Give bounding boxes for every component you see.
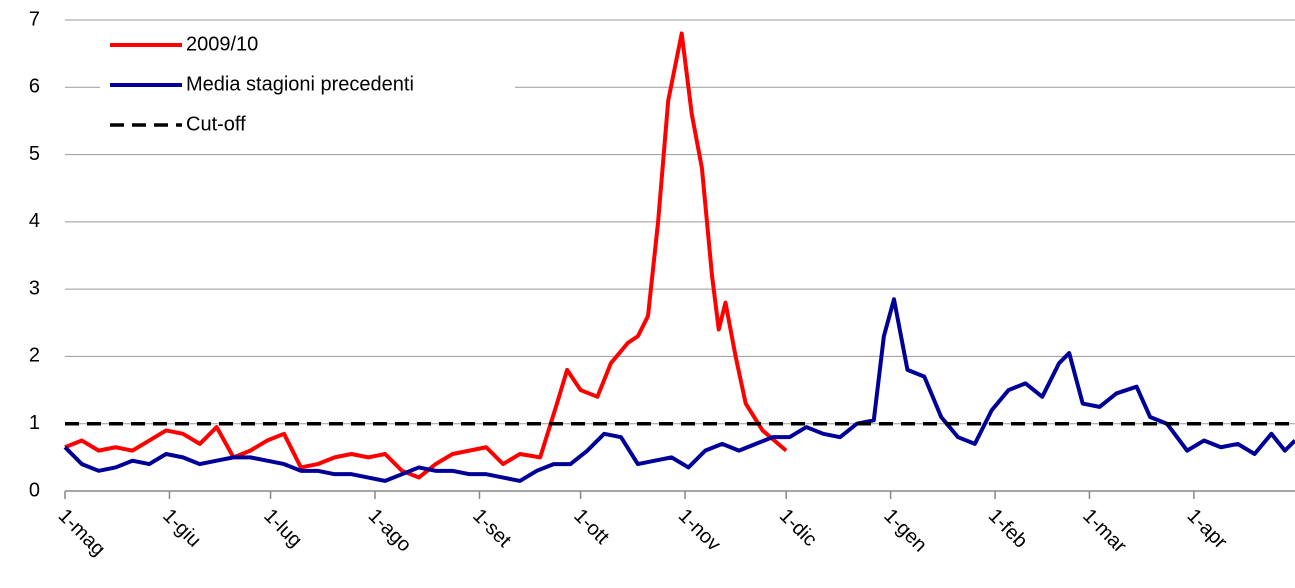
x-tick-label: 1-gen [879,505,931,557]
y-tick-label: 4 [29,210,40,232]
x-tick-label: 1-apr [1183,505,1232,554]
y-tick-label: 6 [29,76,40,98]
series-line [64,31,788,480]
series-line [63,297,1295,483]
x-tick-label: 1-dic [775,505,821,551]
legend-label: 2009/10 [186,33,258,55]
x-tick-label: 1-giu [158,505,205,552]
x-tick-label: 1-lug [259,505,306,552]
legend-box [100,28,515,148]
y-tick-label: 3 [29,277,40,299]
x-tick-label: 1-mag [54,505,110,561]
legend-label: Cut-off [186,113,246,135]
y-tick-label: 0 [29,479,40,501]
y-tick-label: 2 [29,345,40,367]
y-tick-label: 7 [29,8,40,30]
legend-label: Media stagioni precedenti [186,73,414,95]
x-tick-label: 1-nov [674,505,725,556]
legend: 2009/10 Media stagioni precedenti Cut-off [100,28,515,148]
x-tick-label: 1-ott [569,505,613,549]
x-tick-label: 1-set [468,505,515,552]
y-tick-label: 1 [29,412,40,434]
x-tick-label: 1-mar [1078,505,1131,558]
x-tick-label: 1-feb [984,505,1032,553]
y-tick-label: 5 [29,143,40,165]
x-tick-label: 1-ago [364,505,416,557]
